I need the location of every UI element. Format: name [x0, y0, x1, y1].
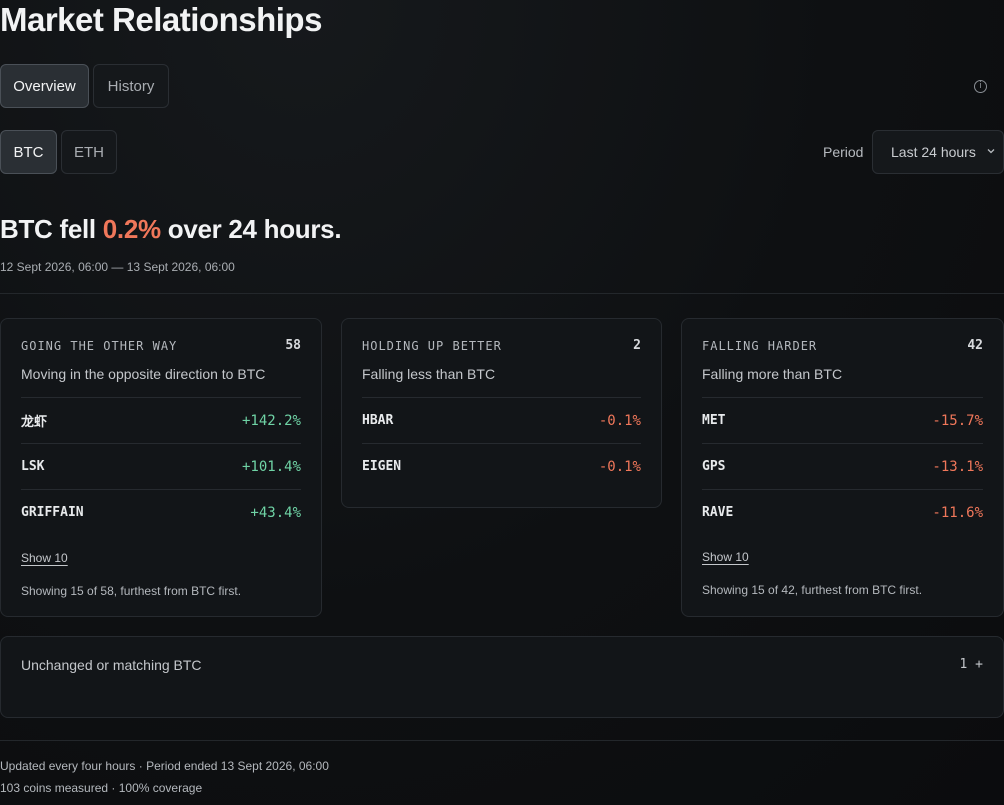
list-item[interactable]: 龙虾 +142.2%: [21, 397, 301, 443]
card-heading: GOING THE OTHER WAY: [21, 339, 178, 353]
period-selected-value: Last 24 hours: [891, 144, 976, 160]
coin-symbol: 龙虾: [21, 415, 48, 430]
coin-symbol: HBAR: [362, 413, 394, 428]
card-holding-up-better: HOLDING UP BETTER 2 Falling less than BT…: [341, 318, 662, 508]
coin-symbol: GPS: [702, 459, 726, 474]
unchanged-section[interactable]: Unchanged or matching BTC 1 +: [0, 636, 1004, 718]
coin-list: 龙虾 +142.2% LSK +101.4% GRIFFAIN +43.4%: [21, 397, 301, 535]
coin-symbol: GRIFFAIN: [21, 505, 84, 520]
coin-symbol: LSK: [21, 459, 45, 474]
card-subtitle: Falling more than BTC: [702, 366, 843, 382]
footer-coverage-note: 103 coins measured · 100% coverage: [0, 781, 203, 795]
card-going-other-way: GOING THE OTHER WAY 58 Moving in the opp…: [0, 318, 322, 617]
headline-prefix: BTC fell: [0, 214, 103, 244]
list-item[interactable]: MET -15.7%: [702, 397, 983, 443]
footer-update-note: Updated every four hours · Period ended …: [0, 759, 329, 773]
page-title: Market Relationships: [0, 1, 322, 38]
card-subtitle: Falling less than BTC: [362, 366, 496, 382]
card-falling-harder: FALLING HARDER 42 Falling more than BTC …: [681, 318, 1004, 617]
show-more-link[interactable]: Show 10: [21, 551, 68, 565]
headline-suffix: over 24 hours.: [160, 214, 342, 244]
coin-tabs: BTC ETH: [0, 130, 117, 174]
unchanged-expand-toggle[interactable]: 1 +: [959, 657, 983, 672]
headline: BTC fell 0.2% over 24 hours.: [0, 214, 342, 245]
period-select[interactable]: Last 24 hours: [872, 130, 1004, 174]
view-tabs: Overview History: [0, 64, 169, 108]
divider: [0, 740, 1004, 741]
coin-change: -11.6%: [932, 504, 983, 521]
coin-list: HBAR -0.1% EIGEN -0.1%: [362, 397, 641, 489]
card-count: 2: [633, 338, 641, 353]
headline-percent: 0.2%: [102, 214, 161, 244]
coin-change: +43.4%: [250, 504, 301, 521]
coin-change: +101.4%: [241, 458, 301, 475]
coin-list: MET -15.7% GPS -13.1% RAVE -11.6%: [702, 397, 983, 535]
coin-change: +142.2%: [241, 412, 301, 429]
tab-eth[interactable]: ETH: [61, 130, 117, 174]
card-count: 42: [967, 338, 983, 353]
card-count: 58: [285, 338, 301, 353]
coin-change: -0.1%: [598, 412, 641, 429]
tab-overview[interactable]: Overview: [0, 64, 89, 108]
list-item[interactable]: EIGEN -0.1%: [362, 443, 641, 489]
coin-symbol: EIGEN: [362, 459, 402, 474]
period-label: Period: [823, 144, 864, 160]
coin-symbol: RAVE: [702, 505, 734, 520]
coin-change: -15.7%: [932, 412, 983, 429]
card-subtitle: Moving in the opposite direction to BTC: [21, 366, 266, 382]
divider: [0, 293, 1004, 294]
showing-note: Showing 15 of 42, furthest from BTC firs…: [702, 583, 923, 597]
info-icon[interactable]: i: [974, 80, 987, 93]
coin-change: -0.1%: [598, 458, 641, 475]
list-item[interactable]: GPS -13.1%: [702, 443, 983, 489]
coin-change: -13.1%: [932, 458, 983, 475]
list-item[interactable]: GRIFFAIN +43.4%: [21, 489, 301, 535]
list-item[interactable]: LSK +101.4%: [21, 443, 301, 489]
date-range: 12 Sept 2026, 06:00 — 13 Sept 2026, 06:0…: [0, 260, 235, 274]
list-item[interactable]: HBAR -0.1%: [362, 397, 641, 443]
chevron-down-icon: [987, 149, 995, 154]
showing-note: Showing 15 of 58, furthest from BTC firs…: [21, 584, 242, 598]
unchanged-label: Unchanged or matching BTC: [21, 657, 202, 673]
tab-btc[interactable]: BTC: [0, 130, 57, 174]
card-heading: HOLDING UP BETTER: [362, 339, 502, 353]
list-item[interactable]: RAVE -11.6%: [702, 489, 983, 535]
show-more-link[interactable]: Show 10: [702, 550, 749, 564]
tab-history[interactable]: History: [93, 64, 169, 108]
card-heading: FALLING HARDER: [702, 339, 818, 353]
coin-symbol: MET: [702, 413, 726, 428]
